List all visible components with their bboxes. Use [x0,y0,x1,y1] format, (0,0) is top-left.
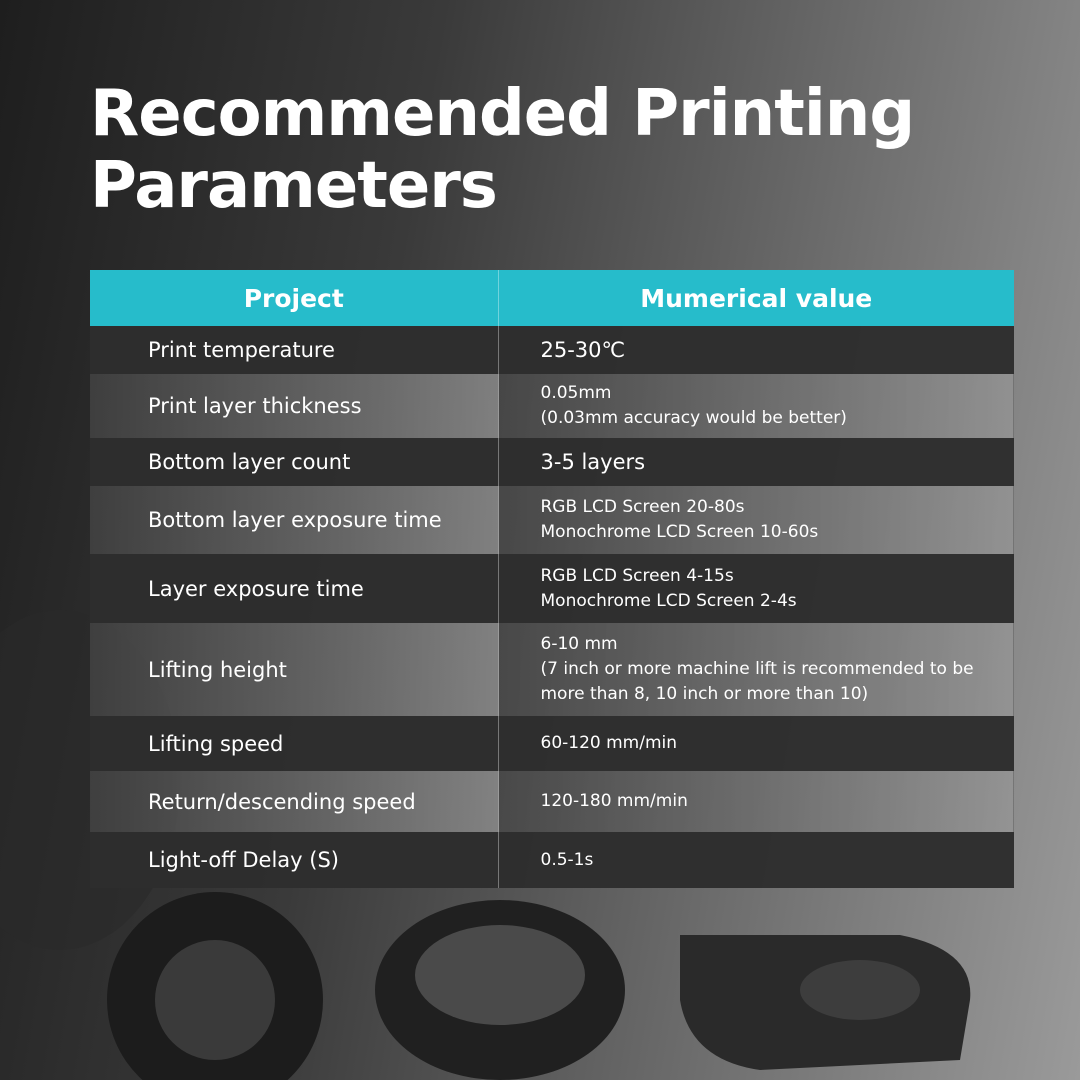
parameter-value: RGB LCD Screen 20-80s Monochrome LCD Scre… [498,486,1014,554]
value-line: RGB LCD Screen 4-15s [540,565,734,586]
parameter-value: RGB LCD Screen 4-15s Monochrome LCD Scree… [498,554,1014,623]
value-line: Monochrome LCD Screen 10-60s [540,522,819,542]
parameter-name: Bottom layer count [90,438,499,486]
table-row: Bottom layer exposure time RGB LCD Screen… [90,486,1014,554]
parameter-name: Lifting height [90,623,499,716]
value-line: 25-30℃ [540,337,626,362]
gear-image-left [107,892,323,1080]
value-line: 60-120 mm/min [540,733,678,753]
parameter-value: 60-120 mm/min [498,716,1014,771]
parameter-value: 0.05mm (0.03mm accuracy would be better) [498,374,1014,438]
parameter-name: Return/descending speed [90,771,499,832]
parameter-value: 25-30℃ [498,326,1014,374]
table-row: Lifting height 6-10 mm (7 inch or more mac… [90,623,1014,716]
table-row: Bottom layer count 3-5 layers [90,438,1014,486]
value-line: 0.05mm [540,383,612,403]
value-line: RGB LCD Screen 20-80s [540,497,745,517]
parameter-value: 6-10 mm (7 inch or more machine lift is r… [498,623,1014,716]
value-line: (0.03mm accuracy would be better) [540,408,847,428]
value-line: 0.5-1s [540,849,594,870]
parameter-name: Print layer thickness [90,374,499,438]
value-line: 6-10 mm [540,634,618,654]
table-header-row: Project Mumerical value [90,270,1014,326]
table-row: Light-off Delay (S) 0.5-1s [90,832,1014,888]
header-project: Project [90,270,499,326]
parameters-table: Project Mumerical value Print temperatur… [90,270,1014,888]
table-row: Print temperature 25-30℃ [90,326,1014,374]
value-line: 120-180 mm/min [540,791,688,811]
value-line: (7 inch or more machine lift is recommen… [540,659,974,679]
parameter-value: 3-5 layers [498,438,1014,486]
value-line: Monochrome LCD Screen 2-4s [540,590,797,611]
table-row: Lifting speed 60-120 mm/min [90,716,1014,771]
parameter-name: Bottom layer exposure time [90,486,499,554]
page-title: Recommended Printing Parameters [90,77,915,223]
parameter-value: 0.5-1s [498,832,1014,888]
gear-image-center [375,900,625,1080]
parameter-name: Lifting speed [90,716,499,771]
value-line: 3-5 layers [540,449,646,474]
header-value: Mumerical value [498,270,1014,326]
parameter-value: 120-180 mm/min [498,771,1014,832]
parameter-name: Print temperature [90,326,499,374]
table-row: Return/descending speed 120-180 mm/min [90,771,1014,832]
table-row: Print layer thickness 0.05mm (0.03mm accur… [90,374,1014,438]
parameter-name: Light-off Delay (S) [90,832,499,888]
parameter-name: Layer exposure time [90,554,499,623]
table-row: Layer exposure time RGB LCD Screen 4-15s M… [90,554,1014,623]
bracket-part-image [680,935,971,1070]
value-line: more than 8, 10 inch or more than 10) [540,684,869,704]
